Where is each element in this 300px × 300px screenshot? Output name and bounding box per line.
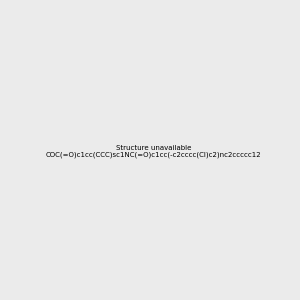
Text: Structure unavailable
COC(=O)c1cc(CCC)sc1NC(=O)c1cc(-c2cccc(Cl)c2)nc2ccccc12: Structure unavailable COC(=O)c1cc(CCC)sc… — [46, 145, 262, 158]
